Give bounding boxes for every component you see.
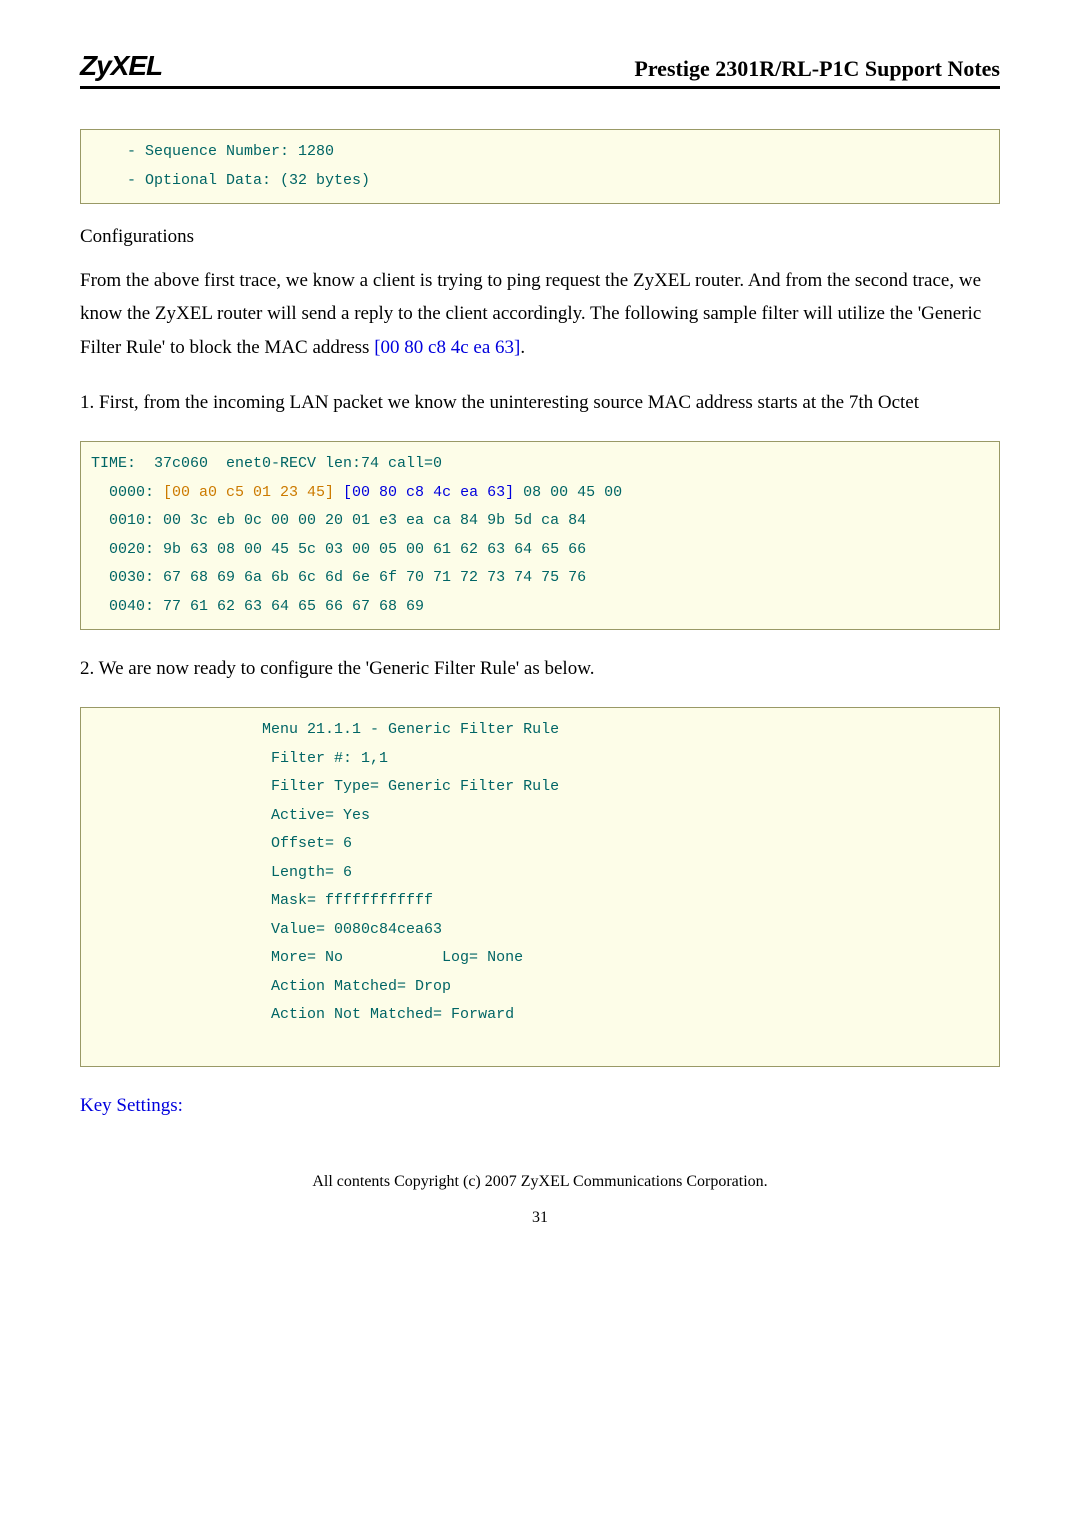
- hex-dst: [00 a0 c5 01 23 45]: [163, 484, 334, 501]
- code-line: 0000:: [91, 484, 163, 501]
- para-text: .: [520, 337, 525, 358]
- logo: ZyXEL: [80, 50, 162, 82]
- code-line: More= No Log= None: [91, 949, 523, 966]
- code-line: Menu 21.1.1 - Generic Filter Rule: [91, 721, 559, 738]
- hex-src: [00 80 c8 4c ea 63]: [334, 484, 514, 501]
- code-line: 0020: 9b 63 08 00 45 5c 03 00 05 00 61 6…: [91, 541, 586, 558]
- config-heading: Configurations: [80, 226, 1000, 248]
- header-title: Prestige 2301R/RL-P1C Support Notes: [634, 56, 1000, 82]
- code-line: Action Not Matched= Forward: [91, 1006, 514, 1023]
- code-line: 08 00 45 00: [514, 484, 622, 501]
- code-line: Offset= 6: [91, 835, 352, 852]
- para-text: From the above first trace, we know a cl…: [80, 270, 981, 358]
- code-box-1: - Sequence Number: 1280 - Optional Data:…: [80, 129, 1000, 204]
- code-line: Action Matched= Drop: [91, 978, 451, 995]
- code-line: - Sequence Number: 1280: [91, 143, 334, 160]
- key-settings-heading: Key Settings:: [80, 1089, 1000, 1122]
- paragraph-1: From the above first trace, we know a cl…: [80, 264, 1000, 364]
- code-line: Active= Yes: [91, 807, 370, 824]
- page-number: 31: [80, 1209, 1000, 1227]
- code-line: [91, 1035, 271, 1052]
- code-line: 0030: 67 68 69 6a 6b 6c 6d 6e 6f 70 71 7…: [91, 569, 586, 586]
- code-line: - Optional Data: (32 bytes): [91, 172, 370, 189]
- code-line: 0040: 77 61 62 63 64 65 66 67 68 69: [91, 598, 424, 615]
- code-line: 0010: 00 3c eb 0c 00 00 20 01 e3 ea ca 8…: [91, 512, 586, 529]
- code-line: Mask= ffffffffffff: [91, 892, 433, 909]
- code-line: Length= 6: [91, 864, 352, 881]
- paragraph-2: 1. First, from the incoming LAN packet w…: [80, 386, 1000, 419]
- code-line: TIME: 37c060 enet0-RECV len:74 call=0: [91, 455, 442, 472]
- code-box-3: Menu 21.1.1 - Generic Filter Rule Filter…: [80, 707, 1000, 1067]
- page-header: ZyXEL Prestige 2301R/RL-P1C Support Note…: [80, 50, 1000, 89]
- code-line: Filter #: 1,1: [91, 750, 388, 767]
- paragraph-3: 2. We are now ready to configure the 'Ge…: [80, 652, 1000, 685]
- code-line: Filter Type= Generic Filter Rule: [91, 778, 559, 795]
- mac-address: [00 80 c8 4c ea 63]: [374, 337, 520, 358]
- code-box-2: TIME: 37c060 enet0-RECV len:74 call=0 00…: [80, 441, 1000, 630]
- footer-copyright: All contents Copyright (c) 2007 ZyXEL Co…: [80, 1173, 1000, 1191]
- code-line: Value= 0080c84cea63: [91, 921, 442, 938]
